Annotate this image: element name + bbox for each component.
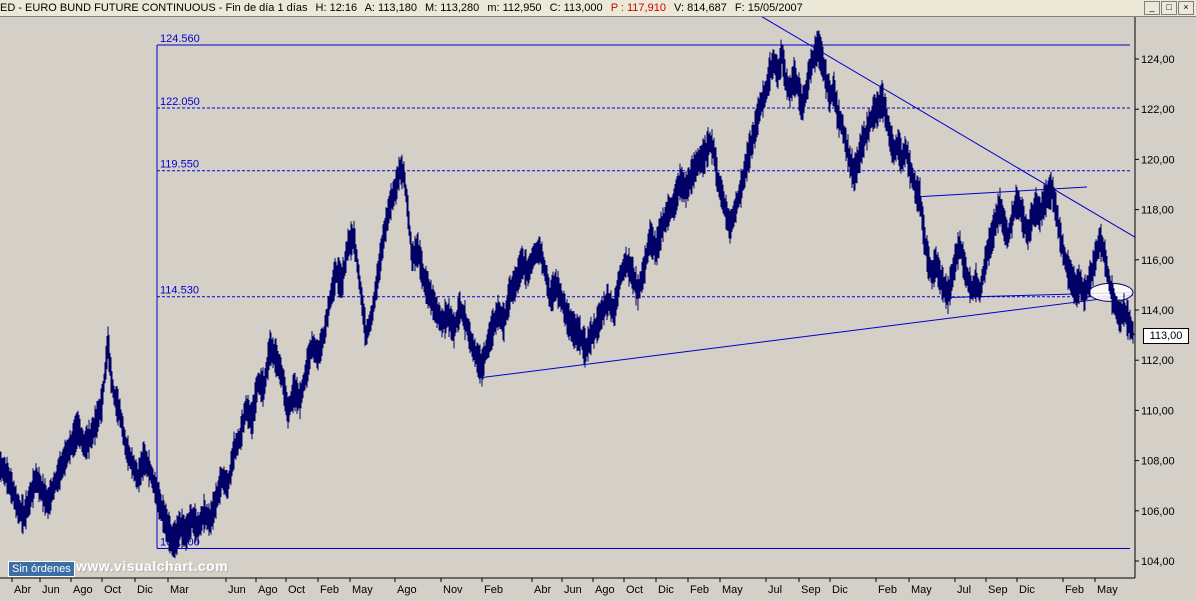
window-controls: _ □ ×	[1144, 1, 1194, 15]
x-tick-label: Dic	[832, 584, 848, 596]
x-tick-label: Ago	[258, 584, 278, 596]
maximize-button[interactable]: □	[1161, 1, 1177, 15]
x-tick-label: Jun	[564, 584, 582, 596]
x-tick-label: May	[911, 584, 932, 596]
trendline	[479, 294, 1134, 379]
x-tick-label: Sep	[988, 584, 1008, 596]
last-price-label: 113,00	[1143, 328, 1189, 344]
y-tick-label: 118,00	[1141, 205, 1174, 217]
x-tick-label: Dic	[1019, 584, 1035, 596]
header-open: A: 113,180	[364, 2, 417, 14]
minimize-button[interactable]: _	[1144, 1, 1160, 15]
x-tick-label: Ago	[73, 584, 93, 596]
y-tick-label: 106,00	[1141, 506, 1175, 518]
header-date: F: 15/05/2007	[734, 2, 803, 14]
header-low: m: 112,950	[487, 2, 542, 14]
y-tick-label: 112,00	[1141, 355, 1174, 367]
y-tick-label: 124,00	[1141, 54, 1175, 66]
y-tick-label: 110,00	[1141, 405, 1174, 417]
y-tick-label: 114,00	[1141, 305, 1174, 317]
level-label: 119.550	[160, 159, 199, 171]
x-tick-label: Abr	[534, 584, 551, 596]
x-tick-label: Feb	[690, 584, 709, 596]
x-tick-label: Sep	[801, 584, 821, 596]
x-tick-label: Ago	[397, 584, 417, 596]
x-tick-label: May	[352, 584, 373, 596]
x-tick-label: Jun	[42, 584, 60, 596]
x-tick-label: Oct	[288, 584, 305, 596]
close-button[interactable]: ×	[1178, 1, 1194, 15]
y-tick-label: 116,00	[1141, 255, 1174, 267]
window-title-bar: ED - EURO BUND FUTURE CONTINUOUS - Fin d…	[0, 0, 1196, 17]
price-close-line	[0, 44, 1135, 542]
x-tick-label: Jun	[228, 584, 246, 596]
y-tick-label: 108,00	[1141, 456, 1175, 468]
header-high: M: 113,280	[425, 2, 480, 14]
x-tick-label: Ago	[595, 584, 615, 596]
y-tick-label: 104,00	[1141, 556, 1175, 568]
x-tick-label: May	[1097, 584, 1118, 596]
header-time: H: 12:16	[315, 2, 358, 14]
x-tick-label: Nov	[443, 584, 463, 596]
x-tick-label: Feb	[320, 584, 339, 596]
level-label: 124.560	[160, 33, 200, 45]
x-tick-label: Dic	[658, 584, 674, 596]
x-tick-label: Mar	[170, 584, 189, 596]
level-label: 122.050	[160, 96, 200, 108]
header-close: C: 113,000	[549, 2, 603, 14]
x-tick-label: Dic	[137, 584, 153, 596]
x-tick-label: Oct	[104, 584, 121, 596]
x-tick-label: Feb	[1065, 584, 1084, 596]
x-tick-label: May	[722, 584, 743, 596]
x-tick-label: Oct	[626, 584, 643, 596]
x-tick-label: Jul	[768, 584, 782, 596]
header-prev: P : 117,910	[610, 2, 666, 14]
x-tick-label: Abr	[14, 584, 31, 596]
level-label: 114.530	[160, 285, 199, 297]
y-tick-label: 120,00	[1141, 154, 1175, 166]
x-tick-label: Feb	[878, 584, 897, 596]
window-title: ED - EURO BUND FUTURE CONTINUOUS - Fin d…	[0, 2, 308, 14]
y-tick-label: 122,00	[1141, 104, 1175, 116]
header-volume: V: 814,687	[674, 2, 727, 14]
orders-button[interactable]: Sin órdenes	[8, 561, 75, 577]
x-tick-label: Feb	[484, 584, 503, 596]
watermark: www.visualchart.com	[76, 558, 229, 574]
x-tick-label: Jul	[957, 584, 971, 596]
